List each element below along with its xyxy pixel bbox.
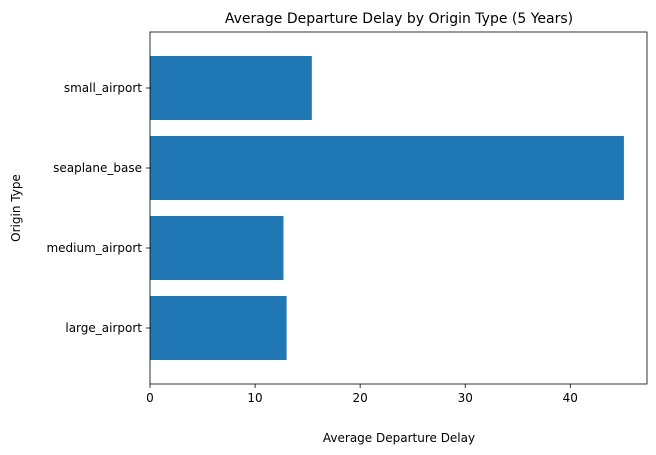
bar-medium-airport bbox=[150, 216, 284, 280]
chart-title: Average Departure Delay by Origin Type (… bbox=[225, 11, 573, 27]
bar-small-airport bbox=[150, 56, 312, 120]
y-tick-label: seaplane_base bbox=[53, 161, 142, 175]
bar-seaplane-base bbox=[150, 136, 624, 200]
bars-layer bbox=[150, 56, 624, 360]
x-tick-label: 30 bbox=[458, 391, 473, 405]
x-axis-label: Average Departure Delay bbox=[323, 431, 475, 445]
x-tick-label: 20 bbox=[353, 391, 368, 405]
bar-large-airport bbox=[150, 296, 287, 360]
y-tick-label: large_airport bbox=[65, 321, 142, 335]
x-tick-label: 0 bbox=[146, 391, 154, 405]
y-axis-ticks: large_airport medium_airport seaplane_base… bbox=[46, 81, 150, 335]
y-axis-label: Origin Type bbox=[9, 174, 23, 242]
x-tick-label: 10 bbox=[247, 391, 262, 405]
y-tick-label: medium_airport bbox=[46, 241, 142, 255]
x-axis-ticks: 0 10 20 30 40 bbox=[146, 384, 578, 405]
plot-frame bbox=[149, 31, 648, 385]
x-tick-label: 40 bbox=[563, 391, 578, 405]
y-tick-label: small_airport bbox=[64, 81, 142, 95]
